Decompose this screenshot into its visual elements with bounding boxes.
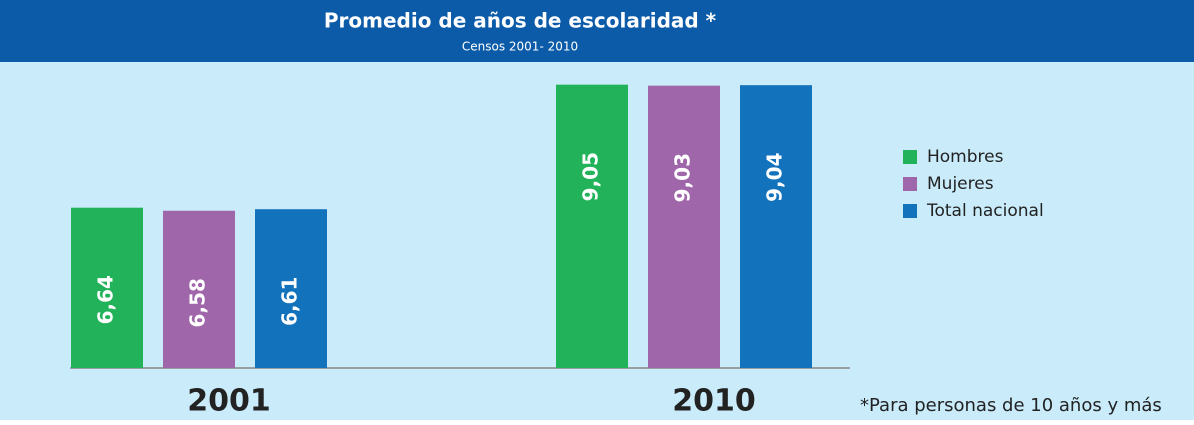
bar (163, 210, 235, 368)
chart-subtitle: Censos 2001- 2010 (462, 40, 578, 54)
value-label: 6,61 (278, 277, 302, 326)
bar (255, 209, 327, 368)
value-label: 9,05 (579, 152, 603, 201)
legend-swatch (903, 177, 917, 191)
footnote: *Para personas de 10 años y más (860, 395, 1162, 416)
x-tick-label: 2010 (672, 384, 756, 419)
legend-label: Total nacional (926, 201, 1044, 221)
x-tick-label: 2001 (187, 384, 271, 419)
legend-label: Mujeres (927, 174, 994, 194)
value-label: 6,58 (186, 278, 210, 327)
bar (71, 207, 143, 368)
header-bar (0, 0, 1194, 62)
value-label: 6,64 (94, 275, 118, 324)
value-label: 9,04 (763, 152, 787, 201)
bar (648, 85, 720, 368)
bar (740, 85, 812, 368)
legend-swatch (903, 150, 917, 164)
legend-label: Hombres (927, 147, 1004, 167)
bar (556, 84, 628, 368)
chart-title: Promedio de años de escolaridad * (324, 9, 717, 33)
value-label: 9,03 (671, 153, 695, 202)
legend-swatch (903, 204, 917, 218)
